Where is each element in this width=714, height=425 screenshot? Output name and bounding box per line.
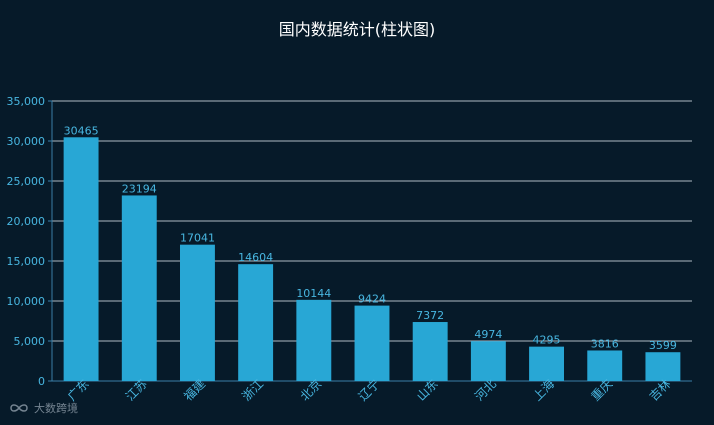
watermark-text: 大数跨境	[34, 402, 78, 415]
bar	[587, 350, 623, 381]
chart-title: 国内数据统计(柱状图)	[278, 20, 436, 39]
bar	[63, 137, 99, 381]
y-tick-label: 15,000	[7, 255, 46, 268]
bar-value-label: 17041	[180, 232, 215, 245]
bar	[645, 352, 681, 381]
bar-value-label: 14604	[238, 251, 273, 264]
bar-value-label: 4974	[474, 328, 502, 341]
y-tick-label: 20,000	[7, 215, 46, 228]
y-tick-label: 0	[38, 375, 45, 388]
bar-value-label: 9424	[358, 293, 386, 306]
bar-value-label: 23194	[122, 182, 157, 195]
bar	[121, 195, 157, 381]
infinity-logo-icon	[10, 404, 28, 412]
watermark: 大数跨境	[8, 400, 78, 416]
bar	[180, 244, 215, 381]
y-tick-label: 10,000	[7, 295, 46, 308]
bar	[296, 299, 332, 381]
bar-value-label: 10144	[296, 287, 331, 300]
y-tick-label: 5,000	[14, 335, 46, 348]
bar	[354, 305, 390, 381]
bar-value-label: 4295	[533, 334, 561, 347]
bar-value-label: 30465	[64, 124, 99, 137]
bar	[412, 322, 448, 381]
bar-value-label: 3816	[591, 337, 619, 350]
y-tick-label: 25,000	[7, 175, 46, 188]
bar	[470, 341, 506, 381]
bar	[529, 346, 564, 381]
y-tick-label: 35,000	[7, 95, 46, 108]
bar-value-label: 3599	[649, 339, 677, 352]
bar	[238, 264, 274, 381]
y-tick-label: 30,000	[7, 135, 46, 148]
bar-value-label: 7372	[416, 309, 444, 322]
